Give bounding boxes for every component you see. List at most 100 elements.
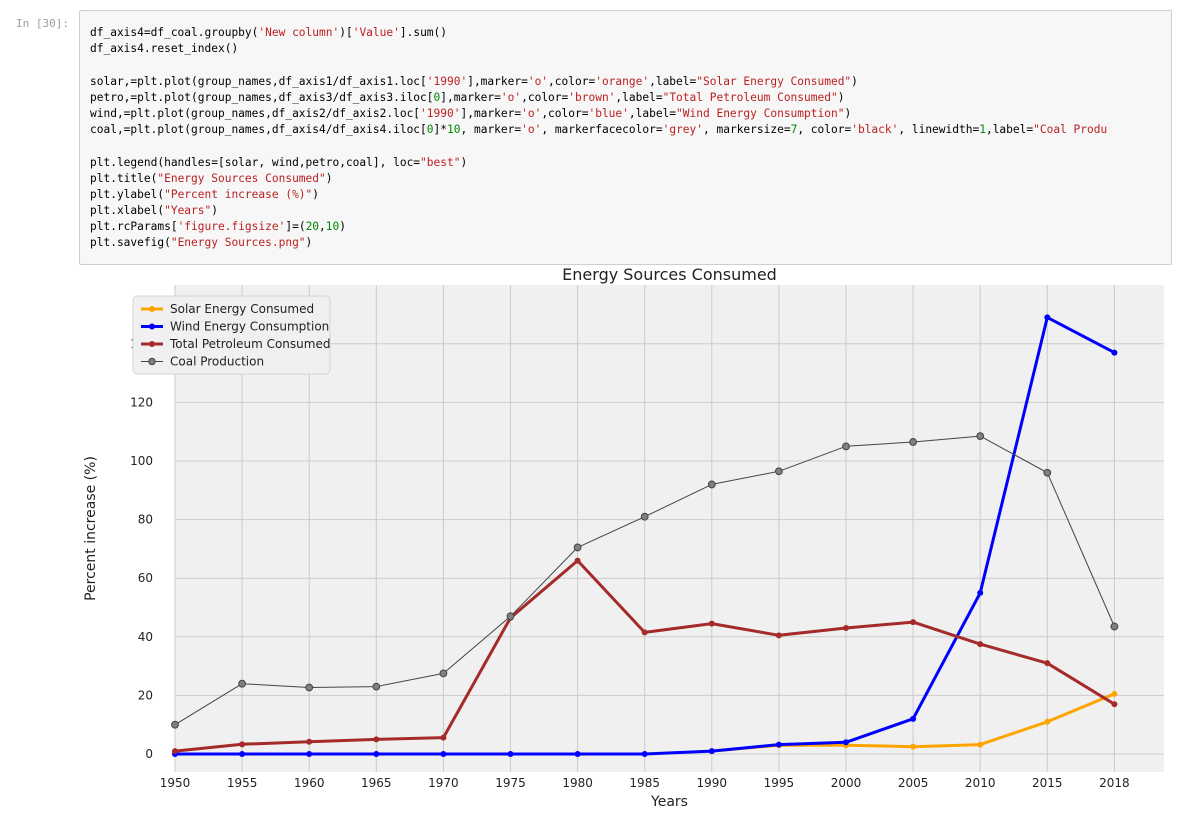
code-editor[interactable]: df_axis4=df_coal.groupby('New column')['… — [90, 25, 1107, 252]
code-token: solar,=plt.plot(group_names,df_axis1/df_… — [90, 74, 427, 88]
data-point — [775, 741, 782, 748]
legend-box — [132, 295, 331, 375]
legend-marker — [149, 306, 155, 312]
code-string-token: "Wind Energy Consumption" — [676, 106, 845, 120]
code-token: ,color= — [541, 106, 589, 120]
data-point — [775, 632, 782, 639]
code-line: coal,=plt.plot(group_names,df_axis4/df_a… — [90, 122, 1107, 138]
code-number-token: 10 — [325, 220, 340, 234]
code-token: plt.savefig( — [90, 236, 171, 250]
data-point — [238, 679, 247, 688]
code-token: , markerfacecolor= — [541, 123, 663, 137]
code-string-token: "Energy Sources.png" — [170, 236, 306, 250]
x-tick-label: 1950 — [160, 776, 191, 790]
code-token: ) — [339, 220, 347, 234]
data-point — [977, 741, 984, 748]
code-token: ) — [325, 171, 333, 185]
data-point — [977, 641, 984, 648]
code-string-token: 'brown' — [568, 90, 616, 104]
code-string-token: '1990' — [426, 74, 468, 88]
code-token: ) — [312, 187, 320, 201]
data-point — [1044, 660, 1051, 667]
data-point — [171, 720, 179, 729]
code-line: plt.legend(handles=[solar, wind,petro,co… — [90, 155, 1107, 171]
code-token: ],marker= — [440, 90, 501, 104]
code-number-token: 0 — [433, 90, 441, 104]
data-point — [506, 612, 515, 621]
code-string-token: 'figure.figsize' — [177, 220, 286, 234]
code-string-token: "Percent increase (%)" — [164, 187, 313, 201]
x-tick-label: 1980 — [562, 776, 593, 790]
y-tick-label: 60 — [138, 571, 153, 585]
code-token: plt.title( — [90, 171, 158, 185]
data-point — [1111, 690, 1118, 697]
code-token: coal,=plt.plot(group_names,df_axis4/df_a… — [90, 123, 427, 137]
legend-marker — [148, 357, 156, 366]
x-tick-label: 2000 — [831, 776, 862, 790]
code-token: , color= — [797, 123, 852, 137]
data-point — [641, 751, 648, 757]
data-point — [910, 715, 917, 722]
data-point — [440, 751, 447, 757]
code-number-token: 0 — [426, 123, 434, 137]
code-number-token: 20 — [305, 220, 320, 234]
code-line: df_axis4=df_coal.groupby('New column')['… — [90, 25, 1107, 41]
code-string-token: "Total Petroleum Consumed" — [662, 90, 838, 104]
code-token: plt.rcParams[ — [90, 220, 178, 234]
data-point — [707, 480, 716, 489]
code-token: , markersize= — [703, 123, 791, 137]
y-tick-label: 100 — [130, 454, 153, 468]
code-cell-input[interactable]: df_axis4=df_coal.groupby('New column')['… — [79, 10, 1172, 265]
code-token: plt.ylabel( — [90, 187, 165, 201]
code-number-token: 1 — [979, 123, 986, 137]
x-tick-label: 1995 — [764, 776, 795, 790]
code-token: ]* — [433, 123, 448, 137]
code-token: ],marker= — [467, 74, 528, 88]
code-token: ].sum() — [399, 26, 448, 39]
code-line: solar,=plt.plot(group_names,df_axis1/df_… — [90, 74, 1107, 90]
code-string-token: 'blue' — [588, 106, 629, 120]
data-point — [574, 751, 581, 757]
x-tick-label: 1990 — [697, 776, 728, 790]
code-string-token: "Coal Produ — [1033, 123, 1108, 137]
legend-marker — [149, 341, 155, 347]
code-string-token: "Energy Sources Consumed" — [157, 171, 326, 185]
legend-label: Coal Production — [170, 355, 264, 369]
code-string-token: 'o' — [521, 106, 542, 120]
data-point — [439, 669, 448, 678]
code-token: ) — [837, 90, 845, 104]
code-line: plt.savefig("Energy Sources.png") — [90, 235, 1107, 251]
code-string-token: 'grey' — [662, 123, 704, 137]
code-token: ) — [211, 204, 218, 218]
x-axis-label: Years — [650, 794, 688, 810]
code-token: ,label= — [628, 106, 677, 120]
code-token: ) — [844, 106, 852, 120]
plot-area — [175, 285, 1164, 772]
code-token: ],marker= — [460, 106, 522, 120]
y-tick-label: 120 — [130, 395, 153, 409]
code-token: ,color= — [548, 74, 596, 88]
code-token: ) — [305, 236, 313, 250]
code-string-token: 'o' — [527, 74, 549, 88]
code-string-token: 'o' — [521, 123, 542, 137]
code-line — [90, 138, 1107, 154]
code-token: df_axis4.reset_index() — [90, 42, 239, 56]
x-tick-label: 2018 — [1099, 776, 1130, 790]
data-point — [909, 438, 917, 446]
data-point — [775, 467, 783, 476]
data-point — [306, 738, 313, 745]
data-point — [910, 619, 917, 626]
x-tick-label: 1965 — [361, 776, 392, 790]
code-token: ,label= — [615, 90, 663, 104]
data-point — [843, 625, 849, 632]
data-point — [976, 432, 985, 440]
code-token: ,label= — [649, 74, 697, 88]
data-point — [372, 682, 381, 691]
x-tick-label: 1975 — [495, 776, 526, 790]
y-tick-label: 80 — [138, 513, 153, 527]
legend-label: Wind Energy Consumption — [170, 320, 329, 334]
code-number-token: 7 — [790, 123, 798, 137]
code-line — [90, 57, 1107, 73]
y-tick-label: 0 — [145, 747, 153, 761]
data-point — [573, 543, 582, 552]
